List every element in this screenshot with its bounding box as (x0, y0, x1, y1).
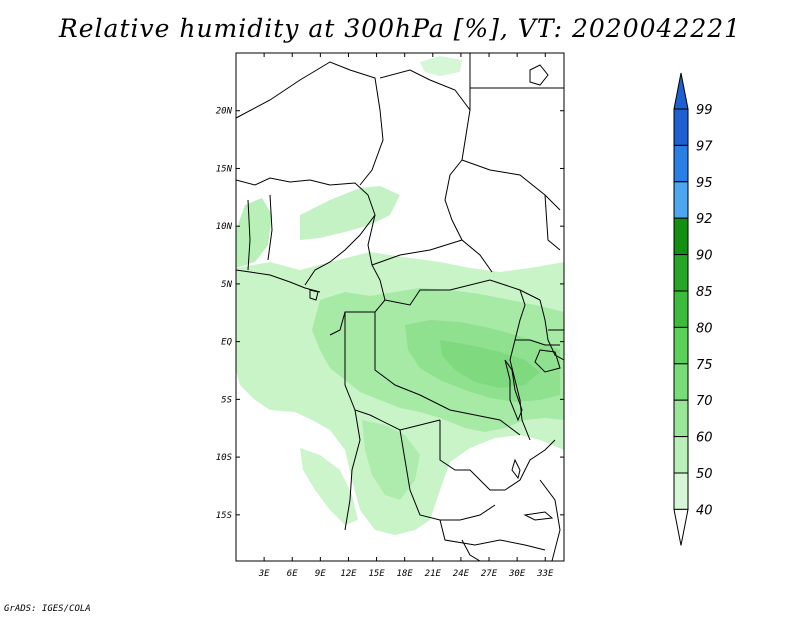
lon-tick-label-6: 21E (425, 569, 442, 579)
colorbar-label-60: 60 (696, 431, 713, 446)
lon-tick-label-10: 33E (536, 569, 554, 579)
colorbar-label-92: 92 (696, 212, 713, 227)
colorbar-bottom-arrow (673, 508, 689, 546)
colorbar-label-75: 75 (696, 358, 713, 373)
colorbar-segment-4 (673, 254, 689, 292)
humidity-region-west (236, 198, 272, 268)
colorbar-label-40: 40 (696, 503, 713, 518)
lon-tick-label-5: 18E (397, 569, 414, 579)
humidity-shading (236, 56, 564, 535)
colorbar: 99 97 95 92 90 85 80 75 70 60 50 40 (673, 72, 713, 546)
colorbar-segment-9 (673, 436, 689, 474)
colorbar-label-85: 85 (696, 285, 713, 300)
lat-tick-label-5: 5S (221, 395, 232, 405)
colorbar-segment-7 (673, 363, 689, 401)
lat-tick-label-3: 5N (221, 280, 232, 290)
lon-tick-label-2: 9E (315, 569, 326, 579)
humidity-region-north (300, 186, 400, 240)
colorbar-label-90: 90 (696, 249, 713, 264)
country-borders (236, 53, 564, 561)
lat-tick-label-7: 15S (216, 511, 233, 521)
credit-text: GrADS: IGES/COLA (4, 604, 91, 614)
lon-tick-label-8: 27E (481, 569, 498, 579)
lat-tick-label-2: 10N (216, 222, 233, 232)
map-frame (235, 52, 565, 562)
colorbar-segment-0 (673, 108, 689, 146)
humidity-region-far-north (420, 56, 462, 76)
colorbar-segment-8 (673, 399, 689, 438)
colorbar-segment-3 (673, 217, 689, 256)
colorbar-segment-2 (673, 181, 689, 219)
lon-tick-label-4: 15E (368, 569, 385, 579)
lat-tick-label-4: EQ (221, 338, 232, 348)
humidity-region-core-darkest (440, 340, 540, 388)
lon-tick-label-3: 12E (340, 569, 357, 579)
colorbar-label-95: 95 (696, 176, 713, 191)
lat-tick-label-1: 15N (216, 164, 233, 174)
colorbar-label-99: 99 (696, 103, 713, 118)
colorbar-label-70: 70 (696, 394, 713, 409)
colorbar-segment-1 (673, 144, 689, 183)
colorbar-segment-5 (673, 290, 689, 328)
lat-tick-label-0: 20N (216, 107, 233, 117)
lon-tick-label-9: 30E (508, 569, 526, 579)
lat-tick-label-6: 10S (216, 453, 233, 463)
colorbar-top-arrow (673, 72, 689, 110)
latitude-axis: 20N 15N 10N 5N EQ 5S 10S 15S (216, 107, 564, 521)
map-title: Relative humidity at 300hPa [%], VT: 202… (58, 14, 742, 43)
colorbar-segment-10 (673, 472, 689, 510)
lon-tick-label-1: 6E (287, 569, 298, 579)
colorbar-label-80: 80 (696, 321, 713, 336)
lon-tick-label-7: 24E (453, 569, 470, 579)
colorbar-label-97: 97 (696, 139, 713, 154)
humidity-region-south (300, 448, 358, 525)
longitude-axis: 3E 6E 9E 12E 15E 18E 21E 24E 27E 30E 33E (258, 53, 554, 579)
humidity-region-south-medium (362, 420, 420, 500)
colorbar-label-50: 50 (696, 467, 713, 482)
colorbar-segment-6 (673, 326, 689, 365)
lon-tick-label-0: 3E (258, 569, 270, 579)
